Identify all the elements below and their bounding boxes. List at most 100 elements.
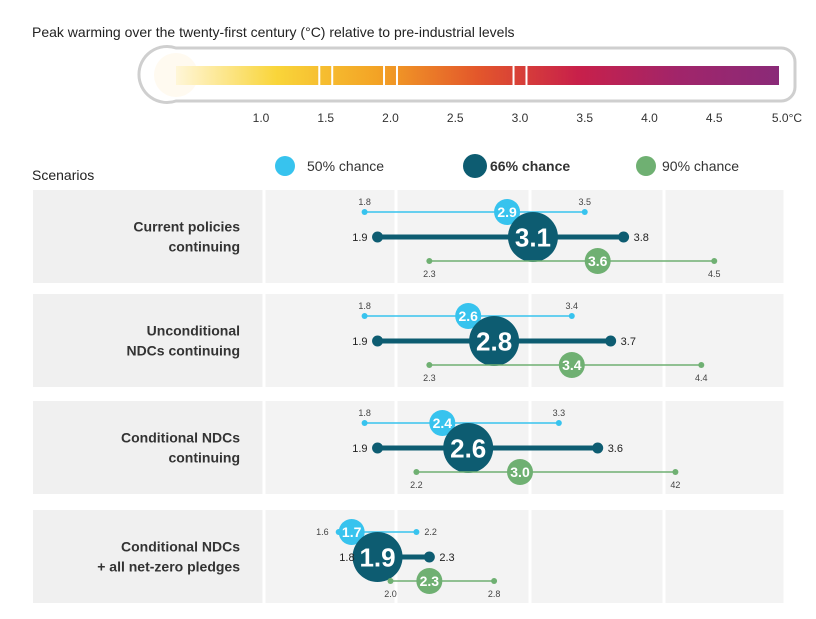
legend-label: 66% chance: [490, 158, 570, 174]
high-label: 3.4: [566, 301, 579, 311]
thermometer-fill: [176, 66, 779, 85]
low-label: 1.9: [352, 443, 367, 455]
grid-cell: [665, 190, 784, 283]
high-label: 4.5: [708, 269, 721, 279]
high-label: 2.3: [439, 552, 454, 564]
scenarios-header: Scenarios: [32, 167, 94, 183]
legend-label: 90% chance: [662, 158, 739, 174]
legend: 50% chance 66% chance 90% chance: [275, 154, 739, 178]
median-label: 3.4: [562, 357, 582, 373]
low-label: 1.9: [352, 232, 367, 244]
range-high-dot: [555, 420, 562, 426]
thermometer-tick-label: 3.5: [576, 111, 593, 125]
median-label: 2.6: [458, 308, 478, 324]
median-dot: [443, 423, 494, 473]
low-label: 1.8: [358, 408, 371, 418]
range-low-dot: [387, 578, 394, 584]
grid-cell: [665, 294, 784, 387]
high-label: 3.8: [634, 232, 649, 244]
legend-label: 50% chance: [307, 158, 384, 174]
scenario-label: Conditional NDCs: [121, 430, 240, 446]
range-high-dot: [672, 469, 679, 475]
median-label: 1.7: [342, 524, 362, 540]
thermometer-tick-label: 1.5: [317, 111, 334, 125]
range-low-dot: [372, 442, 384, 454]
high-label: 2.2: [424, 527, 437, 537]
scenario-row: Unconditional NDCs continuing 2.6 1.8 3.4 2.8…: [33, 294, 787, 387]
median-dot: [469, 316, 520, 366]
median-label: 2.8: [476, 326, 512, 356]
scenario-label: Conditional NDCs: [121, 539, 240, 555]
range-high-dot: [491, 578, 498, 584]
median-dot: [338, 519, 365, 545]
median-dot: [416, 568, 443, 594]
median-label: 1.9: [359, 542, 395, 572]
high-label: 2.8: [488, 589, 501, 599]
high-label: 3.3: [553, 408, 566, 418]
median-label: 3.0: [510, 464, 530, 480]
legend-dot: [463, 154, 487, 178]
median-label: 2.3: [420, 573, 440, 589]
scenario-row: Current policies continuing 2.9 1.8 3.5 3.1 1.…: [33, 190, 787, 283]
high-label: 4.4: [695, 373, 708, 383]
range-high-dot: [581, 209, 588, 215]
median-label: 3.6: [588, 253, 608, 269]
scenario-row: Conditional NDCs continuing 2.4 1.8 3.3 2.6 1.…: [33, 401, 787, 494]
scenario-label: continuing: [168, 450, 240, 466]
scenario-label: Current policies: [133, 219, 240, 235]
range-low-dot: [361, 313, 368, 319]
low-label: 2.3: [423, 269, 436, 279]
thermometer-tick-label: 2.0: [382, 111, 399, 125]
high-label: 42: [670, 480, 680, 490]
median-dot: [455, 303, 482, 329]
range-high-dot: [423, 551, 435, 563]
median-label: 3.1: [515, 222, 551, 252]
scenario-label: NDCs continuing: [126, 343, 240, 359]
range-low-dot: [372, 231, 384, 243]
range-low-dot: [413, 469, 420, 475]
median-dot: [507, 212, 558, 262]
high-label: 3.7: [621, 336, 636, 348]
thermometer-tick-label: 5.0°C: [772, 111, 802, 125]
scenario-row: Conditional NDCs + all net-zero pledges 1.…: [33, 510, 787, 603]
high-label: 3.5: [578, 197, 591, 207]
range-low-dot: [426, 362, 433, 368]
range-high-dot: [698, 362, 705, 368]
legend-dot: [636, 156, 656, 176]
legend-dot: [275, 156, 295, 176]
scenario-label: continuing: [168, 239, 240, 255]
grid-cell: [665, 401, 784, 494]
range-high-dot: [618, 231, 630, 243]
scenario-label: + all net-zero pledges: [97, 559, 240, 575]
median-dot: [584, 248, 611, 274]
range-low-dot: [361, 420, 368, 426]
grid-cell: [531, 510, 663, 603]
thermometer-tick-label: 4.5: [706, 111, 723, 125]
low-label: 2.0: [384, 589, 397, 599]
grid-cell: [665, 510, 784, 603]
chart-title: Peak warming over the twenty-first centu…: [32, 24, 515, 40]
range-high-dot: [568, 313, 575, 319]
median-dot: [558, 352, 585, 378]
low-label: 1.8: [358, 301, 371, 311]
high-label: 3.6: [608, 443, 623, 455]
thermometer-tick-label: 4.0: [641, 111, 658, 125]
range-low-dot: [426, 258, 433, 264]
median-dot: [429, 410, 456, 436]
thermometer: 1.0 1.5 2.0 2.5 3.0 3.5 4.0 4.5 5.0°C: [137, 45, 802, 125]
median-label: 2.6: [450, 433, 486, 463]
median-dot: [494, 199, 521, 225]
range-high-dot: [592, 442, 604, 454]
low-label: 1.8: [358, 197, 371, 207]
median-dot: [507, 459, 533, 485]
thermometer-tick-label: 2.5: [447, 111, 464, 125]
median-dot: [352, 532, 403, 582]
low-label: 1.6: [316, 527, 329, 537]
median-label: 2.9: [497, 204, 517, 220]
range-high-dot: [413, 529, 420, 535]
scenario-rows: Current policies continuing 2.9 1.8 3.5 3.1 1.…: [33, 190, 787, 603]
median-label: 2.4: [433, 415, 453, 431]
low-label: 2.2: [410, 480, 423, 490]
scenario-label: Unconditional: [147, 323, 240, 339]
